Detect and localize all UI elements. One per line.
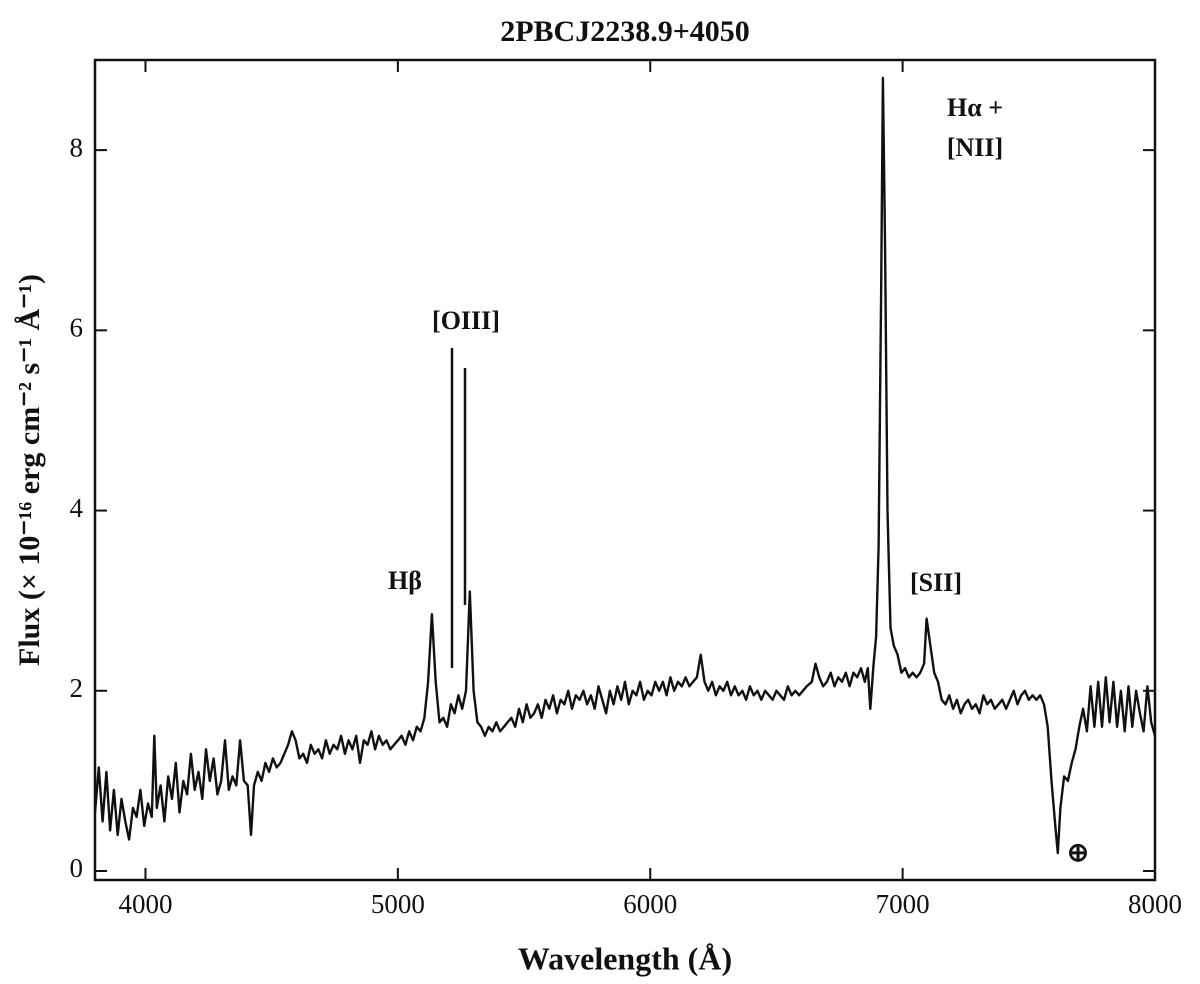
spectrum-line (93, 76, 1157, 855)
y-tick-label: 8 (70, 132, 84, 162)
annotation: Hα + (947, 93, 1003, 122)
annotation: [OIII] (432, 306, 500, 335)
plot-frame (93, 58, 1157, 882)
y-tick-label: 6 (70, 313, 84, 343)
annotation: [NII] (947, 133, 1003, 162)
annotation: [SII] (910, 568, 962, 597)
chart-title: 2PBCJ2238.9+4050 (500, 15, 750, 48)
x-tick-label: 4000 (118, 889, 172, 919)
x-tick-label: 7000 (876, 889, 930, 919)
x-tick-label: 5000 (371, 889, 425, 919)
y-tick-label: 0 (70, 853, 84, 883)
annotation: ⊕ (1067, 838, 1089, 867)
x-tick-label: 6000 (623, 889, 677, 919)
y-tick-label: 4 (70, 493, 84, 523)
annotation: Hβ (388, 566, 422, 595)
y-tick-label: 2 (70, 673, 84, 703)
x-axis-label: Wavelength (Å) (518, 940, 732, 976)
y-axis-label: Flux (× 10⁻¹⁶ erg cm⁻² s⁻¹ Å⁻¹) (13, 274, 46, 666)
x-tick-label: 8000 (1128, 889, 1182, 919)
